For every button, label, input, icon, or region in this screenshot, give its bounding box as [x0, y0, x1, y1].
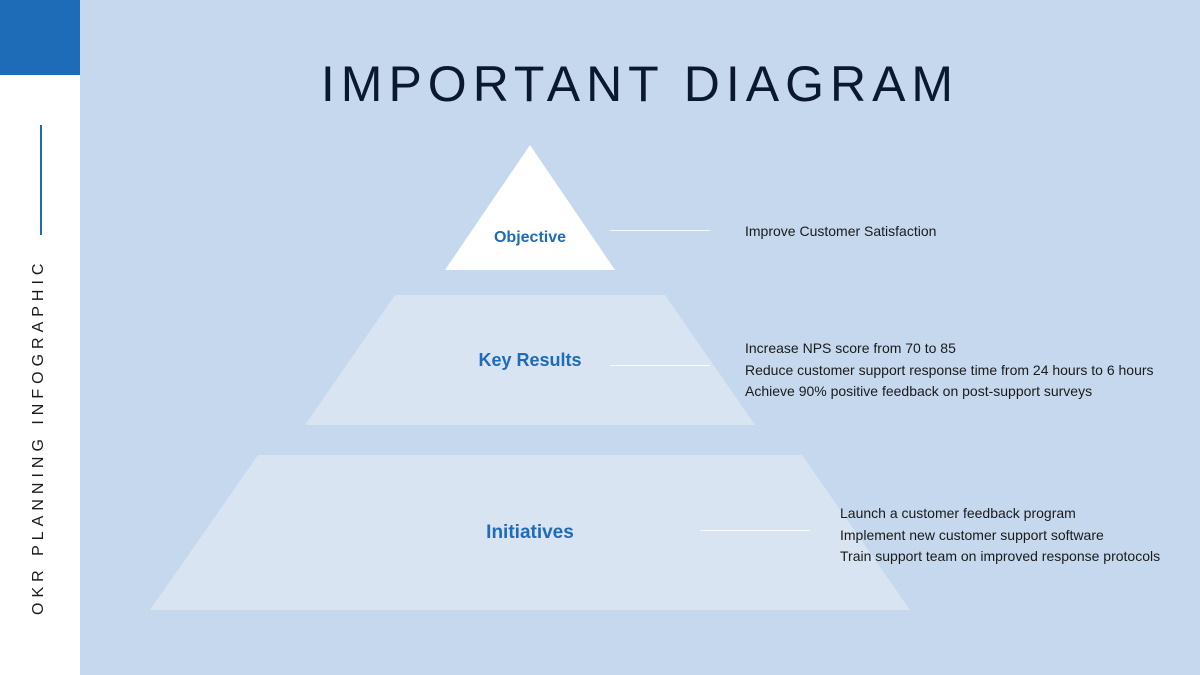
tier1-desc-line: Improve Customer Satisfaction [745, 221, 936, 243]
tier1-label: Objective [494, 229, 566, 247]
tier2-desc-line: Achieve 90% positive feedback on post-su… [745, 381, 1154, 403]
side-accent-line [40, 125, 42, 235]
connector-line-1 [610, 230, 710, 231]
side-label: OKR PLANNING INFOGRAPHIC [30, 259, 48, 615]
pyramid-tier-objective: Objective [445, 145, 615, 270]
tier1-shape [445, 145, 615, 270]
tier1-description: Improve Customer Satisfaction [745, 221, 936, 243]
tier3-desc-line: Train support team on improved response … [840, 546, 1160, 568]
tier2-label: Key Results [478, 350, 581, 371]
tier3-description: Launch a customer feedback program Imple… [840, 503, 1160, 568]
connector-line-2 [610, 365, 710, 366]
pyramid-tier-key-results: Key Results [305, 295, 755, 425]
tier2-desc-line: Increase NPS score from 70 to 85 [745, 338, 1154, 360]
tier3-desc-line: Launch a customer feedback program [840, 503, 1160, 525]
accent-block [0, 0, 80, 75]
connector-line-3 [700, 530, 810, 531]
pyramid-diagram: Objective Improve Customer Satisfaction … [80, 0, 1200, 675]
tier2-desc-line: Reduce customer support response time fr… [745, 360, 1154, 382]
tier2-description: Increase NPS score from 70 to 85 Reduce … [745, 338, 1154, 403]
tier3-label: Initiatives [486, 522, 574, 544]
tier3-desc-line: Implement new customer support software [840, 525, 1160, 547]
pyramid-tier-initiatives: Initiatives [150, 455, 910, 610]
